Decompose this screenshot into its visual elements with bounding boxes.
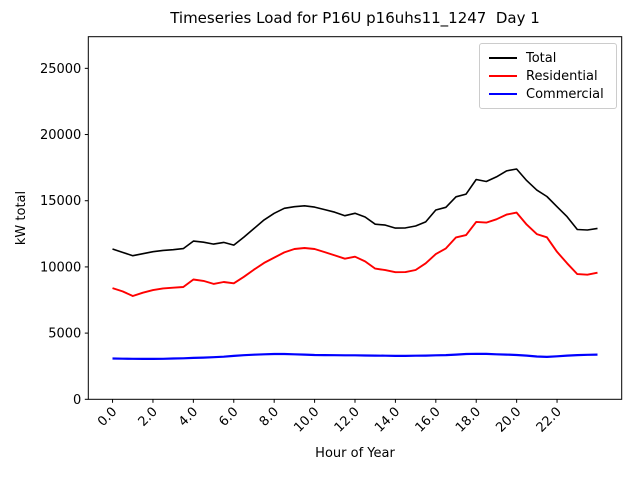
y-tick-label: 5000 (48, 327, 81, 342)
x-tick-label: 14.0 (372, 405, 403, 436)
x-tick-label: 16.0 (413, 405, 444, 436)
total-line-swatch-icon (489, 57, 517, 59)
y-tick-label: 25000 (40, 62, 81, 77)
legend-item-commercial: Commercial (489, 85, 607, 103)
x-axis-label: Hour of Year (315, 446, 395, 461)
x-tick-label: 12.0 (332, 405, 363, 436)
y-tick-label: 0 (73, 393, 81, 408)
x-tick-label: 18.0 (453, 405, 484, 436)
x-tick-label: 4.0 (176, 405, 201, 430)
y-tick-label: 10000 (40, 260, 81, 275)
x-tick-label: 10.0 (291, 405, 322, 436)
x-tick-label: 20.0 (493, 405, 524, 436)
chart-title: Timeseries Load for P16U p16uhs11_1247 D… (170, 9, 540, 27)
legend-item-total: Total (489, 49, 607, 67)
legend-item-residential: Residential (489, 67, 607, 85)
x-tick-label: 2.0 (136, 405, 161, 430)
series-line-commercial (112, 352, 598, 360)
x-tick-label: 22.0 (534, 405, 565, 436)
series-line-total (112, 168, 598, 257)
legend-label-total: Total (526, 50, 557, 66)
x-tick-label: 0.0 (95, 405, 120, 430)
residential-line-swatch-icon (489, 75, 517, 77)
legend-label-residential: Residential (526, 68, 598, 84)
x-tick-label: 6.0 (216, 405, 241, 430)
legend-label-commercial: Commercial (526, 86, 604, 102)
legend: Total Residential Commercial (479, 43, 617, 109)
y-axis-label: kW total (14, 190, 29, 246)
y-tick-label: 15000 (40, 194, 81, 209)
series-line-residential (112, 211, 598, 297)
commercial-line-swatch-icon (489, 93, 517, 95)
y-tick-label: 20000 (40, 128, 81, 143)
x-tick-label: 8.0 (257, 405, 282, 430)
